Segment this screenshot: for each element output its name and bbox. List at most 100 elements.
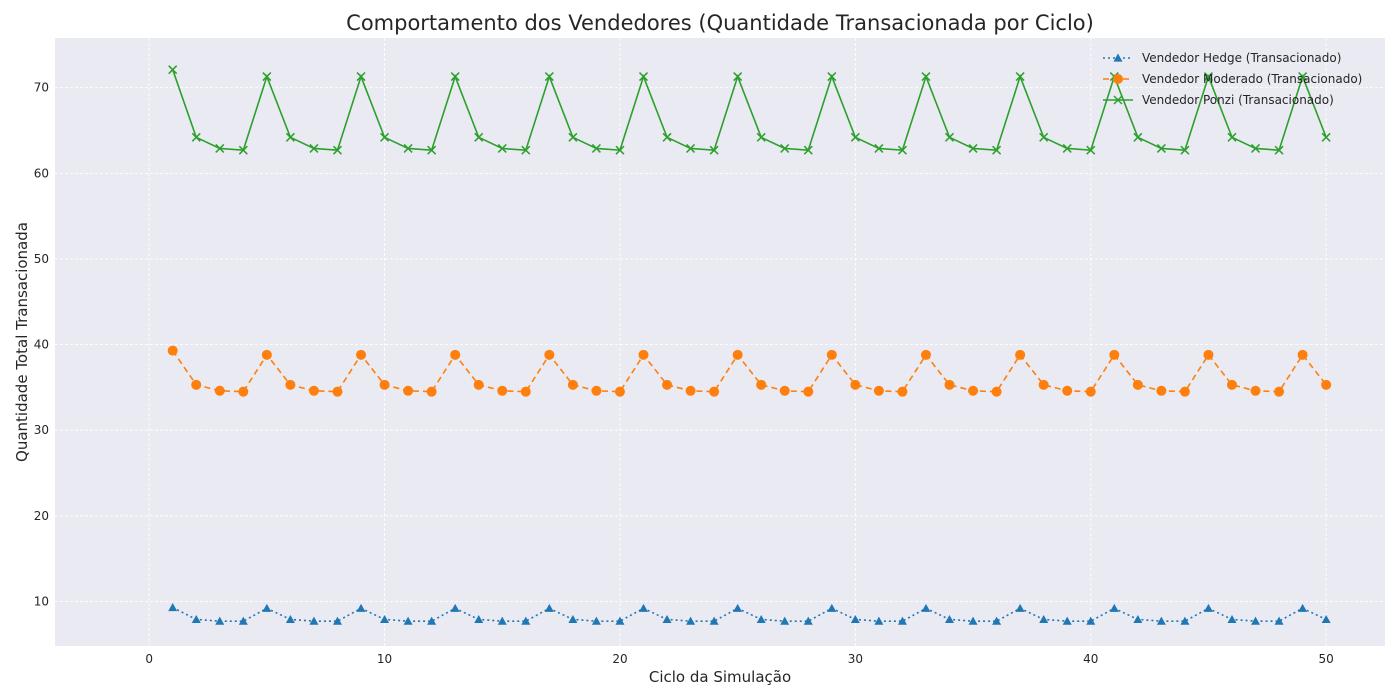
data-point: [826, 349, 837, 360]
data-point: [1250, 385, 1261, 396]
data-point: [262, 603, 272, 612]
data-point: [285, 614, 295, 624]
data-point: [1062, 385, 1073, 396]
y-tick-label: 30: [34, 423, 49, 437]
data-point: [1156, 143, 1166, 153]
legend-item: Vendedor Moderado (Transacionado): [1103, 72, 1362, 86]
data-point: [1156, 385, 1167, 396]
data-point: [614, 386, 625, 397]
data-point: [850, 614, 860, 624]
data-point: [591, 616, 601, 625]
legend-marker: [1113, 53, 1123, 62]
data-point: [238, 616, 248, 625]
data-point: [308, 385, 319, 396]
data-point: [662, 614, 672, 624]
data-point: [992, 616, 1002, 625]
data-point: [897, 145, 907, 155]
data-point: [497, 616, 507, 625]
data-point: [1086, 616, 1096, 625]
data-point: [756, 132, 766, 142]
data-point: [756, 379, 767, 390]
data-point: [686, 143, 696, 153]
data-point: [238, 145, 248, 155]
data-point: [709, 386, 720, 397]
y-tick-label: 50: [34, 252, 49, 266]
data-point: [1109, 349, 1120, 360]
data-point: [380, 132, 390, 142]
data-point: [1039, 614, 1049, 624]
series-group: [167, 65, 1332, 625]
plot-area: [55, 38, 1385, 646]
data-point: [780, 143, 790, 153]
data-point: [827, 603, 837, 612]
data-point: [521, 616, 531, 625]
legend-item: Vendedor Ponzi (Transacionado): [1103, 93, 1334, 107]
data-point: [1321, 379, 1332, 390]
data-point: [167, 345, 178, 356]
data-point: [309, 143, 319, 153]
data-point: [261, 349, 272, 360]
legend: Vendedor Hedge (Transacionado) Vendedor M…: [1103, 51, 1362, 107]
data-point: [662, 379, 673, 390]
data-point: [1015, 349, 1026, 360]
data-point: [474, 614, 484, 624]
data-point: [921, 603, 931, 612]
data-point: [638, 72, 649, 82]
data-point: [1062, 616, 1072, 625]
data-point: [380, 614, 390, 624]
data-point: [615, 616, 625, 625]
data-point: [945, 614, 955, 624]
data-point: [403, 385, 414, 396]
data-point: [215, 616, 225, 625]
data-point: [1274, 145, 1284, 155]
data-point: [285, 132, 295, 142]
data-point: [1321, 614, 1331, 624]
series-2: [168, 65, 1331, 155]
y-tick-label: 60: [34, 166, 49, 180]
data-point: [473, 379, 484, 390]
x-axis-label: Ciclo da Simulação: [649, 668, 791, 686]
data-point: [1298, 72, 1308, 82]
grid: [55, 38, 1385, 646]
legend-label: Vendedor Moderado (Transacionado): [1142, 72, 1362, 86]
data-point: [1227, 614, 1237, 624]
data-point: [544, 72, 554, 82]
data-point: [1203, 603, 1213, 612]
data-point: [780, 616, 790, 625]
data-point: [968, 143, 978, 153]
x-tick-label: 30: [848, 652, 863, 666]
data-point: [1274, 616, 1284, 625]
data-point: [379, 379, 390, 390]
data-point: [686, 616, 696, 625]
data-point: [403, 616, 413, 625]
data-point: [168, 65, 178, 75]
series-1: [167, 345, 1332, 397]
data-point: [920, 349, 931, 360]
data-point: [1109, 603, 1119, 612]
data-point: [850, 132, 860, 142]
data-point: [238, 386, 249, 397]
data-point: [568, 614, 578, 624]
x-tick-label: 0: [145, 652, 153, 666]
data-point: [1038, 379, 1049, 390]
y-axis-ticks: 10 20 30 40 50 60 70: [34, 81, 49, 609]
data-point: [1085, 386, 1096, 397]
data-point: [356, 349, 367, 360]
data-point: [992, 145, 1002, 155]
data-point: [426, 386, 437, 397]
data-point: [968, 385, 979, 396]
legend-label: Vendedor Hedge (Transacionado): [1142, 51, 1341, 65]
data-point: [732, 349, 743, 360]
legend-label: Vendedor Ponzi (Transacionado): [1142, 93, 1334, 107]
data-point: [1132, 379, 1143, 390]
data-point: [356, 72, 366, 82]
data-point: [733, 72, 743, 82]
data-point: [779, 385, 790, 396]
data-point: [474, 132, 484, 142]
data-point: [803, 386, 814, 397]
data-point: [520, 386, 531, 397]
data-point: [168, 602, 178, 612]
data-point: [1227, 132, 1237, 142]
data-point: [332, 386, 343, 397]
